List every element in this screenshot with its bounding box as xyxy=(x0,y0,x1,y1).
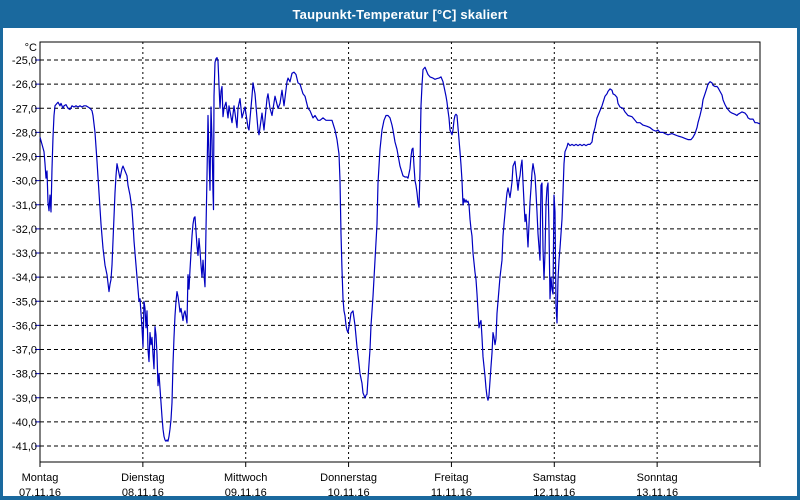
day-date-label: 10.11.16 xyxy=(328,487,370,496)
day-name-label: Donnerstag xyxy=(320,472,377,484)
y-axis-label: -25,0 xyxy=(12,55,37,67)
day-name-label: Mittwoch xyxy=(224,472,267,484)
y-axis-label: -39,0 xyxy=(12,393,37,405)
day-date-label: 13.11.16 xyxy=(636,487,678,496)
day-date-label: 08.11.16 xyxy=(122,487,164,496)
y-axis-label: -41,0 xyxy=(12,441,37,453)
y-axis-label: -38,0 xyxy=(12,369,37,381)
day-date-label: 11.11.16 xyxy=(431,487,472,496)
plot-border xyxy=(39,41,761,463)
temperature-line xyxy=(39,56,761,442)
window-titlebar: Taupunkt-Temperatur [°C] skaliert xyxy=(0,0,800,28)
day-date-label: 07.11.16 xyxy=(19,487,61,496)
y-axis-label: -28,0 xyxy=(12,127,37,139)
y-axis-unit-label: °C xyxy=(25,42,37,54)
day-name-label: Freitag xyxy=(434,472,468,484)
day-name-label: Montag xyxy=(22,472,59,484)
day-name-label: Dienstag xyxy=(121,472,164,484)
chart-area: -25,0 -26,0 -27,0 -28,0 -29,0 -30,0 -31,0 -32,0… xyxy=(3,28,797,496)
day-date-label: 09.11.16 xyxy=(225,487,267,496)
day-name-label: Samstag xyxy=(533,472,576,484)
day-name-label: Sonntag xyxy=(637,472,678,484)
chart-canvas: -25,0 -26,0 -27,0 -28,0 -29,0 -30,0 -31,0 -32,0… xyxy=(12,41,761,496)
day-date-label: 12.11.16 xyxy=(533,487,575,496)
y-axis-label: -35,0 xyxy=(12,296,37,308)
y-axis-label: -33,0 xyxy=(12,248,37,260)
y-axis-label: -27,0 xyxy=(12,103,37,115)
y-axis-label: -31,0 xyxy=(12,200,37,212)
y-axis-label: -32,0 xyxy=(12,224,37,236)
y-axis-label: -29,0 xyxy=(12,152,37,164)
y-axis-label: -26,0 xyxy=(12,79,37,91)
y-axis-label: -30,0 xyxy=(12,176,37,188)
y-axis-label: -36,0 xyxy=(12,320,37,332)
y-axis-label: -34,0 xyxy=(12,272,37,284)
y-axis-label: -37,0 xyxy=(12,345,37,357)
y-axis-label: -40,0 xyxy=(12,417,37,429)
window-title: Taupunkt-Temperatur [°C] skaliert xyxy=(292,6,508,22)
